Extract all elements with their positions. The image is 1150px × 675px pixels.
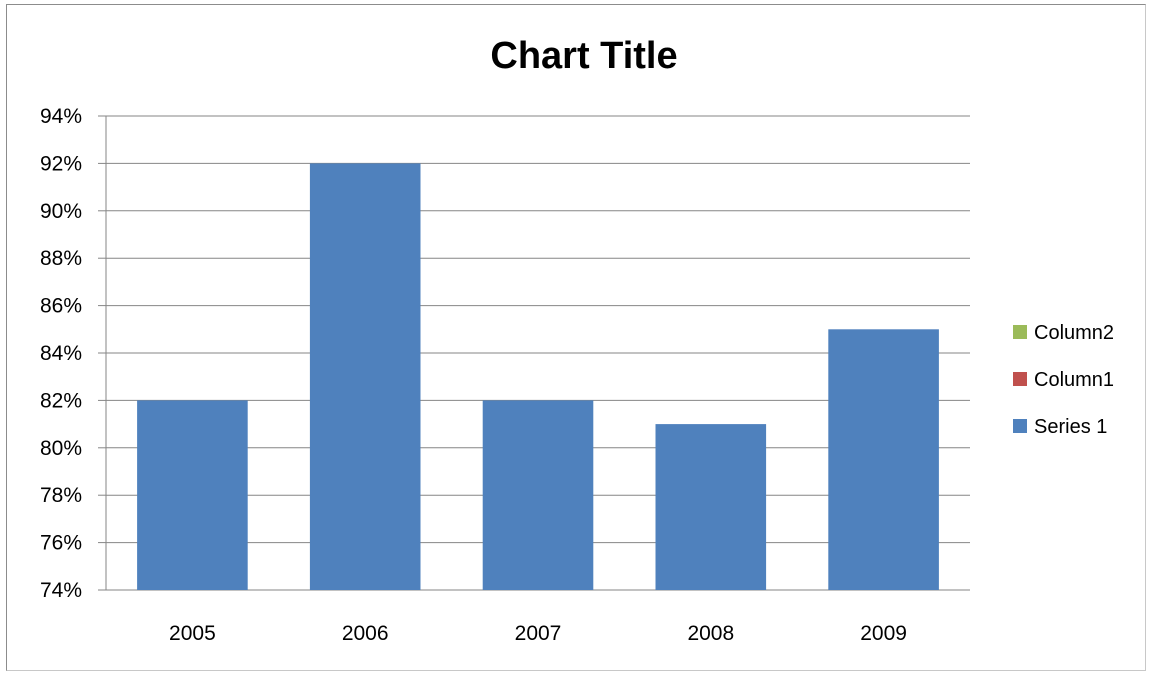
y-tick-label: 86% bbox=[40, 295, 82, 318]
bar-2008 bbox=[655, 424, 767, 590]
bar-2005 bbox=[137, 400, 248, 590]
legend: Column2 Column1 Series 1 bbox=[1013, 322, 1114, 438]
legend-swatch bbox=[1013, 419, 1027, 433]
y-tick-label: 92% bbox=[40, 152, 82, 175]
bar-2009 bbox=[828, 329, 939, 590]
y-tick-label: 78% bbox=[40, 484, 82, 507]
y-axis-ticks: 74% 76% 78% 80% 82% 84% 86% 88% 90% 92% 94% bbox=[40, 105, 82, 602]
chart-title: Chart Title bbox=[490, 35, 677, 77]
legend-swatch bbox=[1013, 325, 1027, 339]
bar-2006 bbox=[309, 163, 421, 590]
y-tick-label: 84% bbox=[40, 342, 82, 365]
bar-2007 bbox=[482, 400, 594, 590]
y-tick-label: 76% bbox=[40, 532, 82, 555]
legend-label: Column2 bbox=[1034, 322, 1114, 344]
x-tick-label: 2006 bbox=[342, 622, 389, 645]
legend-label: Series 1 bbox=[1034, 416, 1107, 438]
x-tick-label: 2009 bbox=[860, 622, 907, 645]
legend-label: Column1 bbox=[1034, 369, 1114, 391]
y-tick-label: 94% bbox=[40, 105, 82, 128]
y-tick-label: 82% bbox=[40, 389, 82, 412]
y-tick-label: 90% bbox=[40, 200, 82, 223]
legend-swatch bbox=[1013, 372, 1027, 386]
x-axis-ticks: 2005 2006 2007 2008 2009 bbox=[169, 622, 907, 645]
y-tick-label: 88% bbox=[40, 247, 82, 270]
x-tick-label: 2007 bbox=[515, 622, 562, 645]
y-tick-label: 80% bbox=[40, 437, 82, 460]
y-tick-label: 74% bbox=[40, 579, 82, 602]
x-tick-label: 2008 bbox=[687, 622, 734, 645]
bars bbox=[137, 163, 939, 590]
x-tick-label: 2005 bbox=[169, 622, 216, 645]
